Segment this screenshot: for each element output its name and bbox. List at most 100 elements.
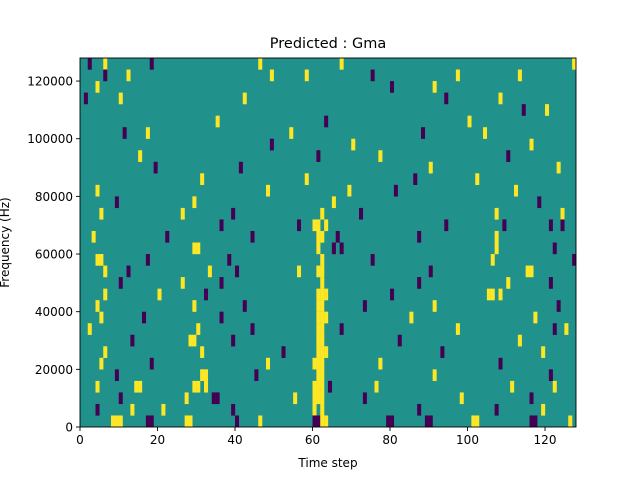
heatmap-cell-high <box>99 254 104 266</box>
heatmap-cell-low <box>316 150 321 162</box>
heatmap-cell-low <box>444 219 449 232</box>
heatmap-cell-high <box>145 127 150 139</box>
heatmap-cell-high <box>409 311 414 324</box>
heatmap-cell-high <box>316 369 321 382</box>
heatmap-cell-low <box>231 207 236 220</box>
heatmap-cell-low <box>444 92 449 105</box>
heatmap-cell-high <box>316 288 321 301</box>
heatmap-cell-low <box>506 150 511 162</box>
heatmap-cell-high <box>506 277 511 289</box>
heatmap-cell-high <box>157 288 162 301</box>
heatmap-cell-high <box>316 311 321 324</box>
heatmap-background <box>80 58 576 427</box>
heatmap-cell-low <box>130 334 135 347</box>
heatmap-cell-high <box>103 58 108 70</box>
heatmap-cell-high <box>490 288 495 301</box>
heatmap-cell-high <box>517 334 522 347</box>
heatmap-cell-high <box>572 58 577 70</box>
heatmap-cell-high <box>87 323 92 335</box>
heatmap-cell-low <box>87 58 92 70</box>
heatmap-cell-low <box>440 346 445 358</box>
heatmap-cell-high <box>339 58 344 70</box>
heatmap-cell-high <box>533 311 538 324</box>
heatmap-cell-low <box>145 415 150 428</box>
heatmap-cell-high <box>180 207 185 220</box>
heatmap-cell-high <box>316 380 321 393</box>
heatmap-cell-high <box>111 415 116 428</box>
x-axis: 0 20 40 60 80 100 120 <box>76 427 556 447</box>
heatmap-cell-high <box>378 357 383 370</box>
x-tick-label: 0 <box>76 433 84 447</box>
heatmap-cell-high <box>568 415 573 428</box>
heatmap-cell-high <box>494 230 499 243</box>
heatmap-cell-low <box>114 369 119 382</box>
heatmap-cell-high <box>498 288 503 301</box>
heatmap-cell-high <box>324 346 329 358</box>
heatmap-cell-high <box>324 415 329 428</box>
heatmap-cell-high <box>258 415 263 428</box>
heatmap-cell-high <box>320 277 325 289</box>
heatmap-cell-high <box>95 254 100 266</box>
chart-title: Predicted : Gma <box>270 36 386 52</box>
heatmap-cell-low <box>362 300 367 312</box>
heatmap-cell-high <box>320 369 325 382</box>
heatmap-cell-low <box>204 288 209 301</box>
heatmap-cell-high <box>517 69 522 82</box>
heatmap-cell-high <box>541 403 546 416</box>
heatmap-cell-high <box>432 300 437 312</box>
heatmap-cell-high <box>200 369 205 382</box>
heatmap-cell-high <box>118 415 123 428</box>
heatmap-cell-high <box>184 415 189 428</box>
heatmap-cell-low <box>83 92 88 105</box>
heatmap-cell-low <box>397 334 402 347</box>
heatmap-cell-low <box>494 403 499 416</box>
heatmap-cell-high <box>541 346 546 358</box>
heatmap-cell-high <box>455 69 460 82</box>
heatmap-cell-high <box>130 403 135 416</box>
heatmap-cell-high <box>103 346 108 358</box>
heatmap-cell-low <box>219 219 224 232</box>
heatmap-cell-high <box>560 207 565 220</box>
heatmap-cell-high <box>483 127 488 139</box>
heatmap-cell-high <box>99 207 104 220</box>
heatmap-cell-high <box>525 265 530 278</box>
heatmap-cell-low <box>502 219 507 232</box>
heatmap-cell-high <box>320 403 325 416</box>
heatmap-cell-high <box>428 161 433 174</box>
heatmap-cell-high <box>192 334 197 347</box>
heatmap-cell-high <box>95 300 100 312</box>
heatmap-cell-high <box>471 415 476 428</box>
heatmap-cell-low <box>359 207 364 220</box>
heatmap-cell-high <box>320 334 325 347</box>
heatmap-cell-low <box>560 219 565 232</box>
plot-frame <box>79 57 577 428</box>
x-axis-label: Time step <box>297 456 357 470</box>
heatmap-cell-high <box>331 196 336 209</box>
heatmap-cell-high <box>316 334 321 347</box>
heatmap-cell-high <box>207 265 212 278</box>
heatmap-cell-high <box>91 230 96 243</box>
heatmap-cell-low <box>335 230 340 243</box>
heatmap-cell-high <box>351 138 356 151</box>
heatmap-cell-high <box>192 242 197 255</box>
heatmap-cell-high <box>95 184 100 197</box>
heatmap-cell-high <box>316 265 321 278</box>
y-tick-label: 60000 <box>35 248 73 262</box>
heatmap-cell-low <box>413 173 418 185</box>
y-tick-label: 40000 <box>35 305 73 319</box>
heatmap-cell-high <box>200 173 205 185</box>
heatmap-cell-high <box>432 81 437 93</box>
x-tick-label: 40 <box>227 433 242 447</box>
heatmap-cell-low <box>556 300 561 312</box>
heatmap-cell-low <box>242 300 247 312</box>
heatmap-cell-low <box>328 380 333 393</box>
heatmap-cell-high <box>103 288 108 301</box>
heatmap-cell-low <box>339 242 344 255</box>
heatmap-cell-high <box>467 115 472 128</box>
heatmap-cell-low <box>149 58 154 70</box>
heatmap-cell-high <box>184 392 189 405</box>
heatmap-cell-low <box>421 127 426 139</box>
heatmap-cell-high <box>192 300 197 312</box>
heatmap-cell-low <box>417 403 422 416</box>
x-tick-label: 20 <box>150 433 165 447</box>
